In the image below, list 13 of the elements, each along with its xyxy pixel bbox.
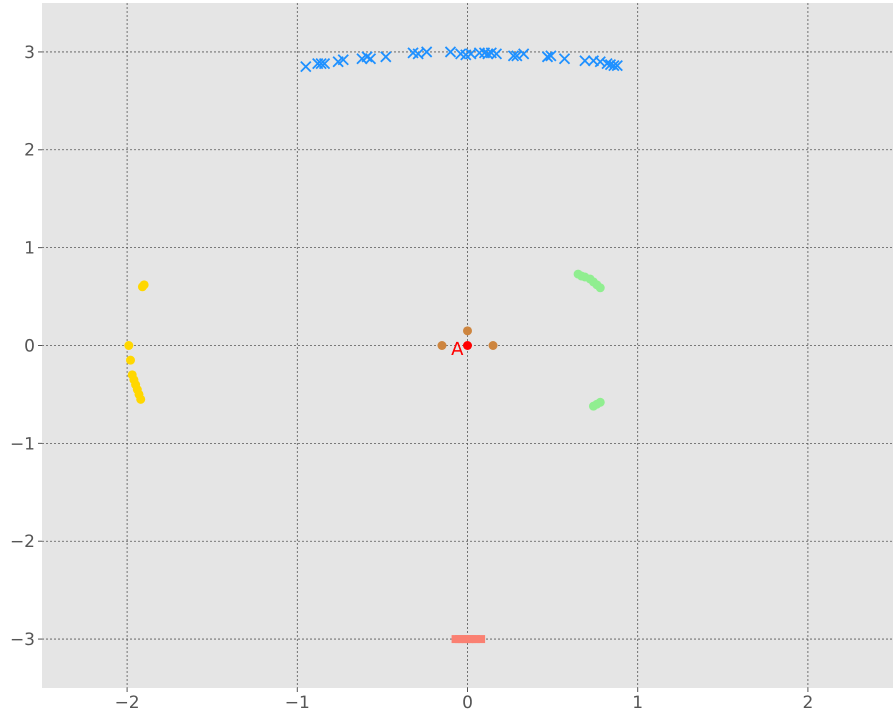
x-tick-label: 1 [632,693,644,713]
y-tick-label: 2 [24,140,35,161]
x-tick-label: −1 [284,693,310,713]
y-tick-label: 3 [24,42,35,63]
x-tick-label: 2 [802,693,814,713]
y-tick-label: −1 [10,434,35,454]
x-tick-label: −2 [114,693,140,713]
y-tick-label: −3 [10,630,35,650]
y-tick-label: 0 [24,336,35,356]
y-tick-label: −2 [10,532,35,552]
annotation: A [451,338,464,360]
x-tick-label: 0 [462,693,473,713]
y-tick-label: 1 [24,238,35,259]
